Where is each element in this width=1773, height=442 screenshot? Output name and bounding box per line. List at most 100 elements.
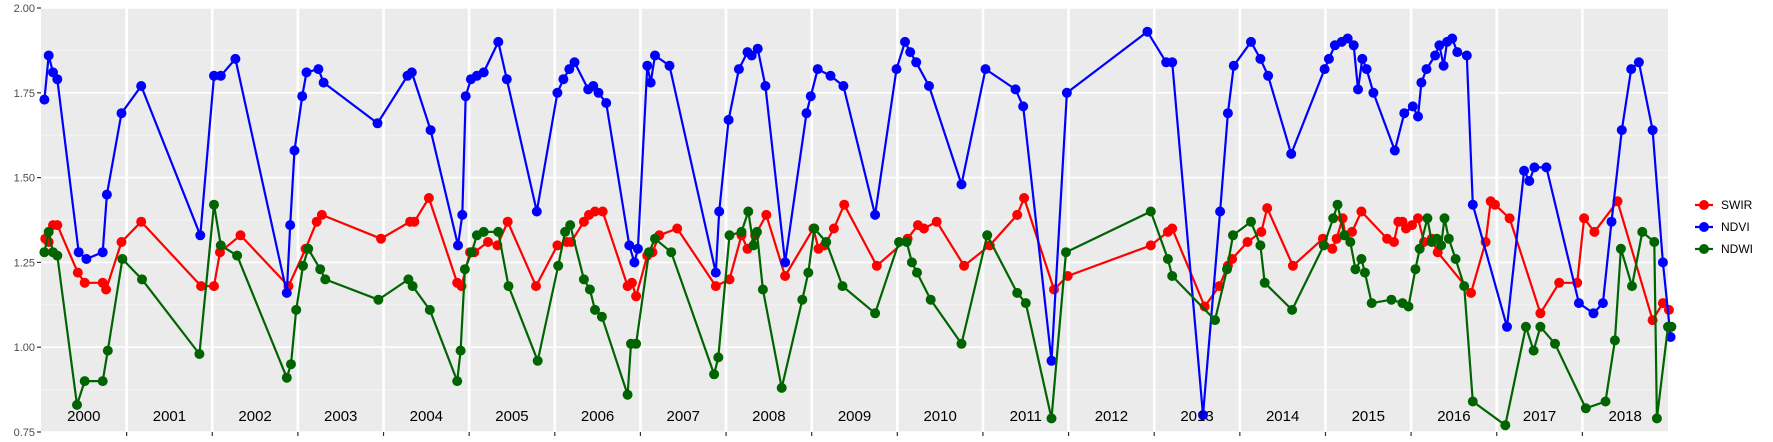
ndvi-point <box>1215 206 1226 217</box>
ndvi-point <box>569 57 580 68</box>
swir-point <box>483 237 493 247</box>
year-labels: 2000 2001 2002 2003 2004 2005 2006 2007 2008 2009… <box>67 408 1642 425</box>
ndvi-point <box>1588 308 1599 319</box>
ndvi-point <box>1502 321 1512 332</box>
ndwi-point <box>1345 237 1356 247</box>
ndwi-point <box>1318 240 1329 251</box>
swir-point <box>918 223 929 234</box>
ndvi-point <box>825 70 836 81</box>
ndwi-point <box>743 206 754 217</box>
year-label: 2018 <box>1608 408 1641 425</box>
y-tick-label: 1.75 <box>14 88 35 100</box>
ndwi-point <box>644 247 654 258</box>
ndvi-point <box>1198 410 1208 420</box>
ndwi-point <box>455 345 466 356</box>
ndvi-point <box>1357 53 1368 64</box>
swir-point <box>1579 213 1590 224</box>
ndvi-point <box>285 220 296 231</box>
ndvi-point <box>1407 101 1418 112</box>
ndwi-point <box>1332 199 1343 210</box>
swir-point <box>1589 226 1600 237</box>
ndvi-point <box>1348 40 1359 51</box>
ndvi-point <box>924 81 934 91</box>
ndvi-point <box>746 50 757 61</box>
ndwi-point <box>478 226 489 237</box>
ndwi-point <box>1046 413 1057 424</box>
ndvi-point <box>1461 50 1472 61</box>
ndvi-point <box>805 91 816 102</box>
ndvi-point <box>752 43 763 54</box>
ndvi-point <box>1368 87 1379 98</box>
ndwi-point <box>1422 213 1433 224</box>
swir-point <box>409 216 420 227</box>
legend-key-point <box>1699 244 1709 254</box>
ndvi-point <box>195 230 206 241</box>
ndwi-point <box>1467 396 1478 407</box>
year-label: 2006 <box>581 408 614 425</box>
ndwi-point <box>956 338 967 349</box>
x-axis <box>126 432 1583 436</box>
ndwi-point <box>1228 230 1238 241</box>
ndwi-point <box>1167 271 1178 281</box>
legend-item-ndwi: NDWI <box>1695 242 1753 256</box>
ndvi-point <box>552 87 563 98</box>
ndvi-point <box>73 247 84 258</box>
ndvi-point <box>801 108 812 119</box>
ndwi-point <box>912 267 922 278</box>
swir-point <box>1327 243 1338 254</box>
ndvi-point <box>911 57 922 68</box>
ndwi-point <box>286 359 296 370</box>
swir-point <box>626 277 637 288</box>
ndwi-point <box>194 349 205 359</box>
ndvi-point <box>1167 57 1178 68</box>
ndwi-point <box>565 220 576 231</box>
ndwi-point <box>1627 281 1637 292</box>
ndvi-point <box>501 74 512 85</box>
series-ndvi <box>39 26 1676 420</box>
ndwi-point <box>709 369 720 380</box>
swir-point <box>959 260 970 271</box>
ndvi-point <box>642 60 653 71</box>
ndvi-point <box>97 247 108 258</box>
ndvi-point <box>1438 60 1449 71</box>
ndvi-point <box>1255 53 1266 64</box>
ndvi-point <box>1323 53 1334 64</box>
ndwi-point <box>1350 264 1361 275</box>
ndvi-point <box>664 60 675 71</box>
ndwi-point <box>1145 206 1156 217</box>
ndvi-point <box>531 206 542 217</box>
ndvi-point <box>1263 70 1274 81</box>
ndwi-point <box>757 284 768 295</box>
ndwi-point <box>137 274 147 285</box>
ndvi-point <box>52 74 63 85</box>
ndvi-point <box>1616 125 1627 136</box>
ndwi-point <box>736 226 747 237</box>
y-tick-label: 1.25 <box>14 257 35 269</box>
swir-point <box>1466 287 1476 298</box>
ndwi-point <box>1403 301 1414 312</box>
swir-point <box>1167 223 1178 234</box>
ndwi-point <box>1255 240 1266 251</box>
ndwi-point <box>1535 321 1546 332</box>
swir-point <box>1347 226 1357 237</box>
ndvi-point <box>313 64 324 75</box>
ndwi-point <box>1666 321 1677 332</box>
ndwi-point <box>79 376 90 387</box>
ndvi-point <box>733 64 744 75</box>
ndvi-point <box>318 77 329 88</box>
ndvi-point <box>460 91 471 102</box>
ndvi-point <box>1353 84 1363 95</box>
ndvi-point <box>1541 162 1552 173</box>
ndwi-point <box>117 254 128 264</box>
swir-point <box>1356 206 1367 217</box>
swir-point <box>1554 277 1565 288</box>
ndvi-point <box>1597 298 1608 309</box>
ndvi-point <box>714 206 725 217</box>
ndwi-point <box>1410 264 1421 275</box>
ndvi-point <box>710 267 721 278</box>
ndwi-point <box>1359 267 1370 278</box>
swir-point <box>316 209 327 220</box>
ndwi-point <box>925 294 936 305</box>
ndwi-point <box>650 233 660 244</box>
ndwi-point <box>459 264 470 275</box>
